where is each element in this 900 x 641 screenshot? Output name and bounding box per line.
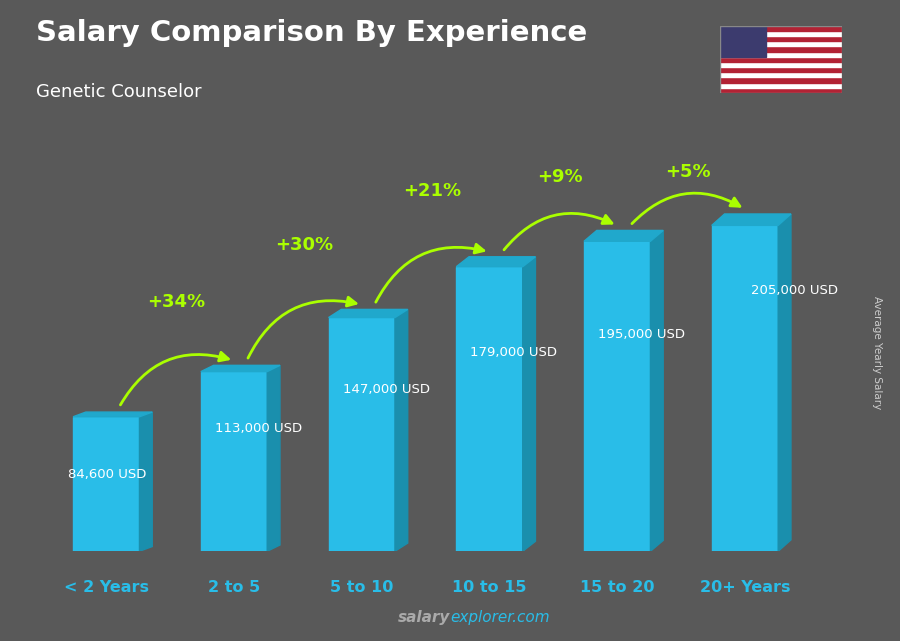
Polygon shape [651, 230, 663, 551]
Bar [456, 267, 523, 551]
Bar [720, 41, 842, 46]
Polygon shape [73, 412, 152, 417]
Bar [720, 46, 842, 51]
Bar [720, 56, 842, 62]
Text: < 2 Years: < 2 Years [64, 580, 148, 595]
Polygon shape [140, 412, 152, 551]
Text: +5%: +5% [665, 163, 710, 181]
Text: +34%: +34% [148, 293, 205, 312]
Bar [584, 241, 651, 551]
Polygon shape [456, 257, 536, 267]
Text: 205,000 USD: 205,000 USD [752, 284, 839, 297]
Text: 2 to 5: 2 to 5 [208, 580, 260, 595]
Text: Salary Comparison By Experience: Salary Comparison By Experience [36, 19, 587, 47]
Polygon shape [395, 310, 408, 551]
Text: 84,600 USD: 84,600 USD [68, 468, 147, 481]
Bar [720, 26, 842, 31]
Bar [720, 78, 842, 83]
Polygon shape [778, 214, 791, 551]
Text: 5 to 10: 5 to 10 [330, 580, 393, 595]
Text: 195,000 USD: 195,000 USD [598, 328, 685, 341]
Bar [712, 226, 778, 551]
Bar [720, 83, 842, 88]
Text: 15 to 20: 15 to 20 [580, 580, 654, 595]
Text: +9%: +9% [537, 168, 582, 186]
Text: 10 to 15: 10 to 15 [452, 580, 526, 595]
Polygon shape [267, 365, 280, 551]
Polygon shape [523, 257, 536, 551]
Bar [720, 36, 842, 41]
Text: 179,000 USD: 179,000 USD [471, 346, 557, 360]
Polygon shape [584, 230, 663, 241]
Bar [720, 67, 842, 72]
Bar [73, 417, 140, 551]
Bar [328, 317, 395, 551]
Text: 113,000 USD: 113,000 USD [215, 422, 302, 435]
Bar [720, 88, 842, 93]
Bar [720, 31, 842, 36]
Bar [201, 372, 267, 551]
Text: +21%: +21% [403, 182, 461, 200]
Text: 147,000 USD: 147,000 USD [343, 383, 429, 396]
Bar [720, 51, 842, 56]
Bar [720, 26, 766, 56]
Text: 20+ Years: 20+ Years [699, 580, 790, 595]
Polygon shape [201, 365, 280, 372]
Polygon shape [328, 310, 408, 317]
Bar [720, 62, 842, 67]
Bar [720, 72, 842, 78]
Text: +30%: +30% [275, 236, 333, 254]
Text: Genetic Counselor: Genetic Counselor [36, 83, 202, 101]
Text: salary: salary [398, 610, 450, 625]
Polygon shape [712, 214, 791, 226]
Text: explorer.com: explorer.com [450, 610, 550, 625]
Text: Average Yearly Salary: Average Yearly Salary [872, 296, 883, 409]
